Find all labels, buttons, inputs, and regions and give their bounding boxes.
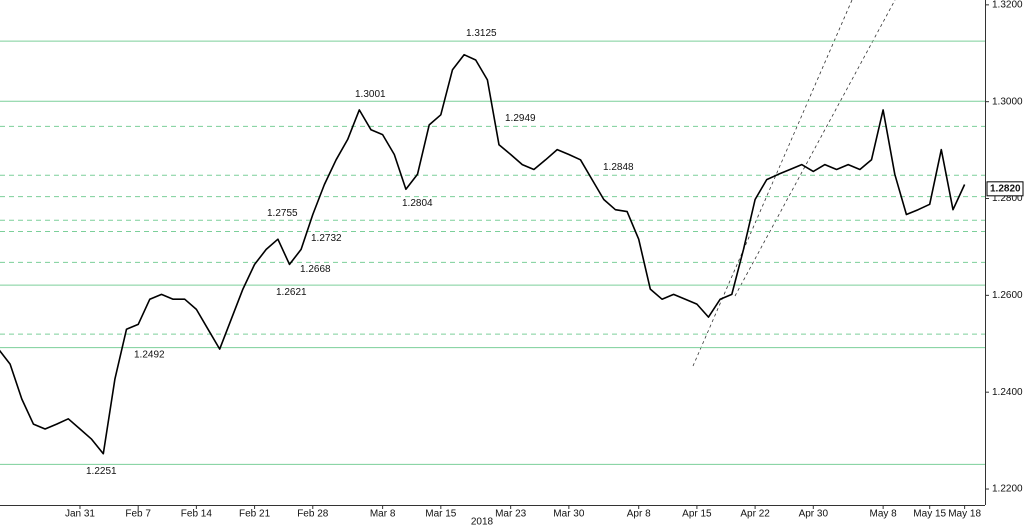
x-tick-label: May 18 (948, 509, 981, 520)
x-tick-label: Apr 30 (799, 509, 829, 520)
x-tick-label: Feb 28 (297, 509, 329, 520)
y-tick-label: 1.2400 (992, 387, 1023, 398)
level-label: 1.2804 (402, 198, 433, 209)
x-tick-label: Feb 21 (239, 509, 271, 520)
level-label: 1.2755 (267, 208, 298, 219)
y-tick-label: 1.2800 (992, 193, 1023, 204)
x-tick-label: Feb 7 (125, 509, 151, 520)
x-tick-label: Jan 31 (65, 509, 95, 520)
level-label: 1.2492 (134, 349, 165, 360)
level-label: 1.2668 (300, 264, 331, 275)
x-tick-label: May 8 (870, 509, 898, 520)
x-tick-label: Mar 15 (425, 509, 457, 520)
level-label: 1.2949 (505, 113, 536, 124)
x-tick-label: Mar 8 (370, 509, 396, 520)
trend-channel (734, 0, 896, 297)
level-label: 1.2732 (311, 233, 342, 244)
x-tick-label: May 15 (913, 509, 946, 520)
x-tick-label: Feb 14 (181, 509, 213, 520)
x-tick-label: Apr 22 (740, 509, 770, 520)
y-tick-label: 1.3000 (992, 96, 1023, 107)
x-tick-label: Apr 8 (627, 509, 651, 520)
x-tick-label: Apr 15 (682, 509, 712, 520)
trend-channel (692, 0, 853, 367)
y-tick-label: 1.3200 (992, 0, 1023, 10)
last-price-box (986, 181, 1024, 197)
x-tick-label: Mar 23 (495, 509, 527, 520)
x-tick-label: Mar 30 (553, 509, 585, 520)
x-axis-title: 2018 (471, 517, 494, 528)
level-label: 1.2848 (603, 162, 634, 173)
last-price-label: 1.2820 (990, 183, 1021, 194)
y-tick-label: 1.2200 (992, 484, 1023, 495)
level-label: 1.3125 (466, 28, 497, 39)
level-label: 1.2251 (86, 466, 117, 477)
price-line (0, 53, 966, 455)
level-label: 1.3001 (355, 89, 386, 100)
level-label: 1.2621 (276, 287, 307, 298)
y-tick-label: 1.2600 (992, 290, 1023, 301)
